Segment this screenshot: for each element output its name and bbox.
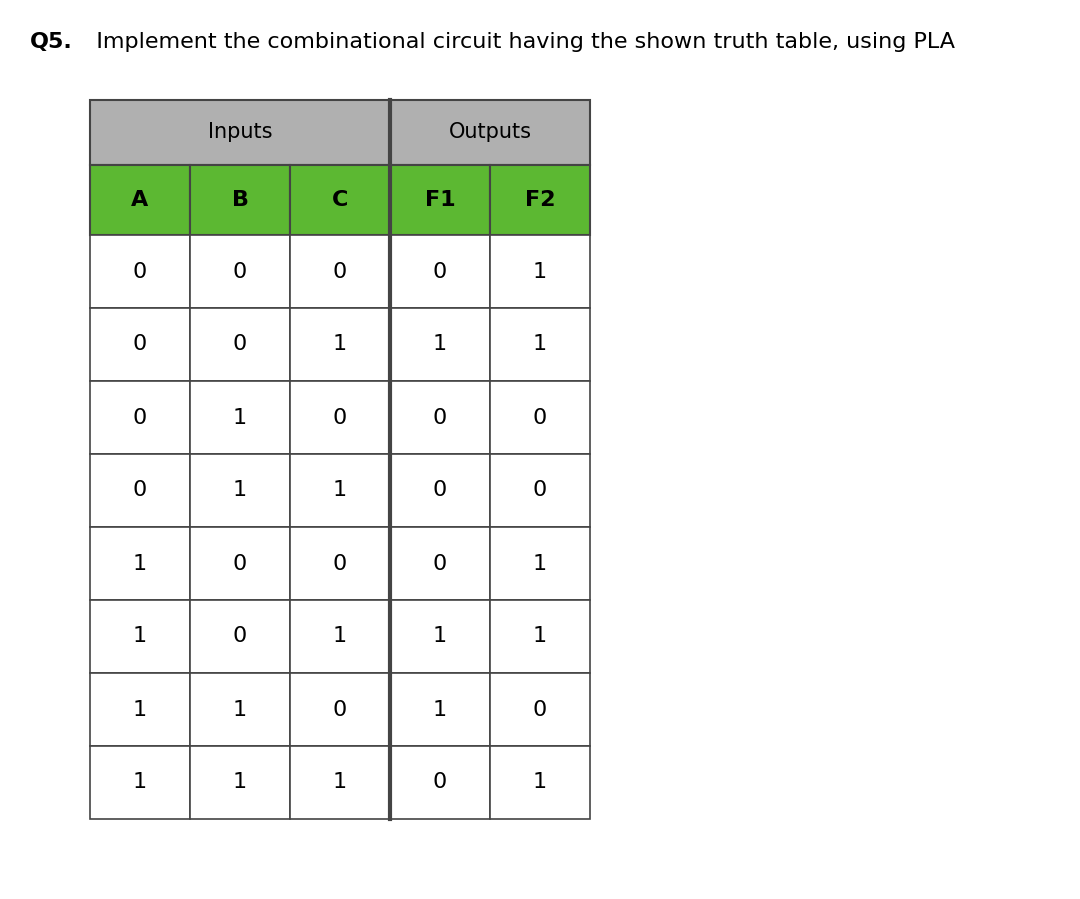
- Bar: [90, 746, 190, 819]
- Text: 1: 1: [433, 627, 447, 646]
- Text: 0: 0: [333, 262, 347, 281]
- Bar: [490, 600, 590, 673]
- Text: 0: 0: [333, 699, 347, 719]
- Text: 1: 1: [333, 772, 347, 793]
- Text: C: C: [332, 190, 348, 210]
- Bar: [90, 308, 190, 381]
- Text: 0: 0: [333, 554, 347, 574]
- Bar: [291, 165, 390, 235]
- Text: 0: 0: [233, 554, 247, 574]
- Bar: [190, 381, 291, 454]
- Bar: [190, 746, 291, 819]
- Bar: [490, 527, 590, 600]
- Bar: [390, 235, 490, 308]
- Bar: [291, 673, 390, 746]
- Text: 1: 1: [433, 334, 447, 354]
- Text: 1: 1: [532, 627, 548, 646]
- Text: 0: 0: [333, 407, 347, 428]
- Bar: [90, 673, 190, 746]
- Text: 0: 0: [532, 699, 548, 719]
- Bar: [490, 381, 590, 454]
- Bar: [90, 235, 190, 308]
- Text: 1: 1: [532, 554, 548, 574]
- Text: 0: 0: [233, 262, 247, 281]
- Bar: [390, 381, 490, 454]
- Text: 0: 0: [532, 407, 548, 428]
- Bar: [291, 600, 390, 673]
- Bar: [390, 100, 590, 165]
- Bar: [490, 235, 590, 308]
- Text: 0: 0: [433, 554, 447, 574]
- Bar: [291, 527, 390, 600]
- Text: 0: 0: [133, 262, 147, 281]
- Bar: [490, 165, 590, 235]
- Bar: [190, 527, 291, 600]
- Bar: [90, 600, 190, 673]
- Bar: [390, 527, 490, 600]
- Text: 1: 1: [233, 480, 247, 501]
- Text: A: A: [132, 190, 149, 210]
- Bar: [190, 235, 291, 308]
- Bar: [291, 235, 390, 308]
- Text: Inputs: Inputs: [207, 122, 272, 143]
- Bar: [190, 454, 291, 527]
- Text: 0: 0: [233, 334, 247, 354]
- Text: F1: F1: [424, 190, 456, 210]
- Text: Q5.: Q5.: [30, 32, 72, 52]
- Bar: [390, 454, 490, 527]
- Bar: [291, 308, 390, 381]
- Text: 0: 0: [233, 627, 247, 646]
- Text: Implement the combinational circuit having the shown truth table, using PLA: Implement the combinational circuit havi…: [75, 32, 955, 52]
- Text: 0: 0: [433, 262, 447, 281]
- Text: 1: 1: [433, 699, 447, 719]
- Text: 0: 0: [433, 407, 447, 428]
- Text: 1: 1: [532, 262, 548, 281]
- Text: 1: 1: [532, 334, 548, 354]
- Bar: [390, 673, 490, 746]
- Bar: [291, 381, 390, 454]
- Text: 1: 1: [333, 480, 347, 501]
- Bar: [90, 454, 190, 527]
- Bar: [291, 454, 390, 527]
- Text: 0: 0: [133, 480, 147, 501]
- Bar: [490, 673, 590, 746]
- Bar: [390, 746, 490, 819]
- Text: 1: 1: [333, 627, 347, 646]
- Text: 1: 1: [133, 627, 147, 646]
- Text: 0: 0: [133, 407, 147, 428]
- Text: 1: 1: [233, 772, 247, 793]
- Text: 1: 1: [233, 699, 247, 719]
- Bar: [390, 600, 490, 673]
- Bar: [490, 746, 590, 819]
- Text: 1: 1: [133, 772, 147, 793]
- Text: 1: 1: [233, 407, 247, 428]
- Bar: [90, 165, 190, 235]
- Bar: [190, 673, 291, 746]
- Text: 1: 1: [333, 334, 347, 354]
- Bar: [190, 308, 291, 381]
- Bar: [90, 527, 190, 600]
- Bar: [90, 381, 190, 454]
- Text: F2: F2: [525, 190, 555, 210]
- Text: 1: 1: [532, 772, 548, 793]
- Bar: [190, 600, 291, 673]
- Bar: [390, 165, 490, 235]
- Text: 0: 0: [433, 772, 447, 793]
- Bar: [190, 165, 291, 235]
- Bar: [390, 308, 490, 381]
- Text: 1: 1: [133, 699, 147, 719]
- Bar: [490, 308, 590, 381]
- Text: 0: 0: [133, 334, 147, 354]
- Text: B: B: [231, 190, 248, 210]
- Bar: [490, 454, 590, 527]
- Bar: [90, 100, 390, 165]
- Text: Outputs: Outputs: [448, 122, 531, 143]
- Text: 1: 1: [133, 554, 147, 574]
- Bar: [291, 746, 390, 819]
- Text: 0: 0: [433, 480, 447, 501]
- Text: 0: 0: [532, 480, 548, 501]
